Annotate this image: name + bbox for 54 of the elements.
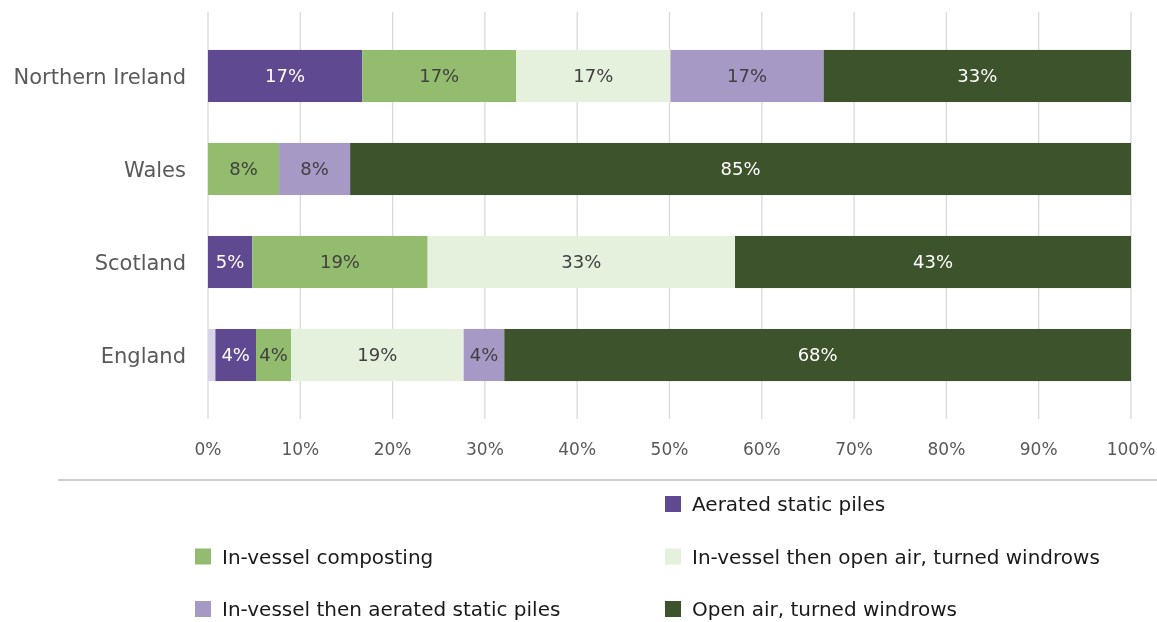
y-tick-label: Northern Ireland: [13, 64, 186, 89]
x-tick-label: 40%: [558, 439, 597, 459]
bar: [256, 328, 292, 382]
bar: [823, 49, 1131, 103]
data-label: 4%: [221, 344, 250, 366]
bar: [215, 328, 256, 382]
bar: [208, 49, 363, 103]
legend-label: Aerated static piles: [692, 492, 886, 517]
bar: [350, 142, 1131, 196]
data-label: 17%: [573, 65, 614, 87]
bar: [208, 142, 280, 196]
x-tick-label: 20%: [373, 439, 412, 459]
data-label: 17%: [727, 65, 768, 87]
legend-label: Open air, turned windrows: [692, 597, 958, 622]
bar: [670, 49, 824, 103]
x-tick-label: 90%: [1019, 439, 1058, 459]
data-label: 43%: [913, 251, 954, 273]
data-label: 4%: [259, 344, 288, 366]
x-tick-label: 100%: [1106, 439, 1156, 459]
bar: [516, 49, 671, 103]
bar: [208, 328, 216, 382]
data-label: 8%: [229, 158, 258, 180]
y-tick-label: Scotland: [94, 250, 186, 275]
legend-label: In-vessel then open air, turned windrows: [692, 544, 1100, 569]
data-label: 33%: [561, 251, 602, 273]
x-tick-label: 0%: [194, 439, 222, 459]
bar: [291, 328, 464, 382]
data-label: 33%: [957, 65, 998, 87]
bar: [427, 235, 736, 289]
bar: [208, 235, 253, 289]
data-label: 85%: [720, 158, 761, 180]
data-label: 8%: [300, 158, 329, 180]
bar: [504, 328, 1131, 382]
y-tick-label: England: [100, 343, 186, 368]
bar: [362, 49, 517, 103]
x-tick-label: 60%: [742, 439, 781, 459]
legend-label: In-vessel then aerated static piles: [222, 597, 561, 622]
data-label: 19%: [319, 251, 360, 273]
bar: [252, 235, 428, 289]
x-tick-label: 50%: [650, 439, 689, 459]
data-label: 17%: [419, 65, 460, 87]
data-label: 68%: [797, 344, 838, 366]
x-tick-label: 80%: [927, 439, 966, 459]
x-tick-label: 70%: [835, 439, 873, 459]
data-label: 19%: [357, 344, 398, 366]
bar: [279, 142, 351, 196]
bar: [735, 235, 1131, 289]
x-tick-label: 10%: [281, 439, 320, 459]
data-label: 5%: [215, 251, 245, 273]
legend-label: In-vessel composting: [222, 544, 434, 569]
data-label: 4%: [469, 344, 499, 366]
data-label: 17%: [265, 65, 306, 87]
x-tick-label: 30%: [466, 439, 504, 459]
y-tick-label: Wales: [124, 157, 186, 182]
